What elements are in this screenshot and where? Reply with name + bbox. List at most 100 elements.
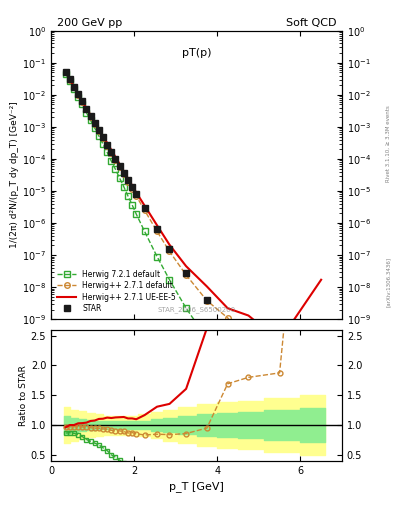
Herwig 7.2.1 default [204,335,209,342]
STAR [109,148,114,155]
Herwig++ 2.7.1 default [72,84,76,90]
Herwig++ 2.7.1 default [134,193,139,199]
Herwig++ 2.7.1 default [204,297,209,304]
Text: pT(p): pT(p) [182,48,211,58]
Herwig++ 2.7.1 UE-EE-5 [80,98,84,104]
Herwig++ 2.7.1 UE-EE-5 [88,112,93,118]
STAR [130,184,134,190]
Herwig 7.2.1 default [184,305,189,311]
Herwig++ 2.7.1 UE-EE-5 [167,242,172,248]
Text: Soft QCD: Soft QCD [286,18,336,28]
Herwig++ 2.7.1 default [319,391,323,397]
Herwig++ 2.7.1 UE-EE-5 [105,140,110,146]
STAR [277,383,282,390]
STAR [80,98,84,104]
Herwig 7.2.1 default [88,117,93,123]
Herwig++ 2.7.1 default [246,340,251,346]
STAR [92,120,97,126]
Herwig++ 2.7.1 default [97,128,101,134]
Herwig 7.2.1 default [97,133,101,139]
Line: Herwig++ 2.7.1 UE-EE-5: Herwig++ 2.7.1 UE-EE-5 [66,72,321,341]
Herwig++ 2.7.1 default [68,76,72,82]
Line: Herwig++ 2.7.1 default: Herwig++ 2.7.1 default [63,70,324,397]
Herwig++ 2.7.1 UE-EE-5 [142,203,147,209]
Herwig++ 2.7.1 default [121,172,126,178]
Herwig++ 2.7.1 UE-EE-5 [101,133,105,139]
Herwig 7.2.1 default [246,399,251,406]
STAR [142,205,147,211]
Herwig++ 2.7.1 default [80,99,84,105]
Herwig 7.2.1 default [113,166,118,173]
Text: Rivet 3.1.10, ≥ 3.3M events: Rivet 3.1.10, ≥ 3.3M events [386,105,391,182]
STAR [319,422,323,428]
STAR [97,127,101,134]
STAR [184,270,189,276]
X-axis label: p_T [GeV]: p_T [GeV] [169,481,224,492]
Herwig 7.2.1 default [84,110,89,116]
Herwig++ 2.7.1 default [142,207,147,214]
Herwig 7.2.1 default [72,86,76,92]
Herwig++ 2.7.1 UE-EE-5 [134,189,139,196]
Herwig++ 2.7.1 UE-EE-5 [117,161,122,167]
Herwig 7.2.1 default [92,125,97,131]
Herwig++ 2.7.1 UE-EE-5 [130,182,134,188]
STAR [105,141,110,147]
Herwig++ 2.7.1 default [167,248,172,254]
Herwig++ 2.7.1 default [88,114,93,120]
STAR [84,105,89,112]
Herwig 7.2.1 default [109,158,114,164]
Herwig++ 2.7.1 default [277,375,282,381]
Herwig++ 2.7.1 UE-EE-5 [121,168,126,174]
Herwig++ 2.7.1 default [184,272,189,278]
Herwig++ 2.7.1 UE-EE-5 [155,222,160,228]
STAR [246,348,251,354]
Herwig 7.2.1 default [130,202,134,208]
STAR [117,163,122,169]
Herwig 7.2.1 default [167,276,172,283]
Herwig 7.2.1 default [80,101,84,108]
STAR [225,322,230,328]
Line: STAR: STAR [63,69,324,428]
Herwig++ 2.7.1 UE-EE-5 [225,305,230,311]
Line: Herwig 7.2.1 default: Herwig 7.2.1 default [63,71,324,477]
Herwig++ 2.7.1 default [101,135,105,141]
STAR [76,91,81,97]
Herwig++ 2.7.1 default [130,186,134,192]
Herwig++ 2.7.1 UE-EE-5 [92,119,97,125]
STAR [63,69,68,75]
Herwig++ 2.7.1 default [113,157,118,163]
Herwig 7.2.1 default [105,150,110,156]
STAR [72,83,76,90]
Herwig++ 2.7.1 default [126,179,130,185]
Herwig++ 2.7.1 default [76,92,81,98]
Herwig 7.2.1 default [63,71,68,77]
Herwig++ 2.7.1 default [84,106,89,112]
STAR [155,226,160,232]
Herwig++ 2.7.1 default [225,315,230,321]
Y-axis label: 1/(2π) d²N/(p_T dy dp_T) [GeV⁻²]: 1/(2π) d²N/(p_T dy dp_T) [GeV⁻²] [10,101,19,248]
Herwig++ 2.7.1 default [105,142,110,148]
Herwig++ 2.7.1 UE-EE-5 [97,126,101,132]
Herwig++ 2.7.1 UE-EE-5 [63,69,68,75]
Herwig++ 2.7.1 UE-EE-5 [76,91,81,97]
Herwig++ 2.7.1 UE-EE-5 [277,338,282,344]
Herwig 7.2.1 default [225,365,230,371]
Herwig 7.2.1 default [134,211,139,217]
Herwig++ 2.7.1 UE-EE-5 [113,154,118,160]
Herwig 7.2.1 default [277,435,282,441]
STAR [126,177,130,183]
Herwig++ 2.7.1 default [92,121,97,127]
Herwig++ 2.7.1 UE-EE-5 [246,312,251,318]
STAR [88,113,93,119]
Legend: Herwig 7.2.1 default, Herwig++ 2.7.1 default, Herwig++ 2.7.1 UE-EE-5, STAR: Herwig 7.2.1 default, Herwig++ 2.7.1 def… [55,268,178,315]
Herwig 7.2.1 default [68,78,72,84]
Herwig 7.2.1 default [155,253,160,260]
Herwig 7.2.1 default [142,228,147,234]
STAR [167,246,172,252]
Herwig++ 2.7.1 default [109,150,114,156]
Herwig 7.2.1 default [76,94,81,100]
Herwig++ 2.7.1 UE-EE-5 [109,147,114,153]
STAR [68,76,72,82]
Herwig++ 2.7.1 default [155,228,160,234]
Herwig++ 2.7.1 UE-EE-5 [319,276,323,283]
